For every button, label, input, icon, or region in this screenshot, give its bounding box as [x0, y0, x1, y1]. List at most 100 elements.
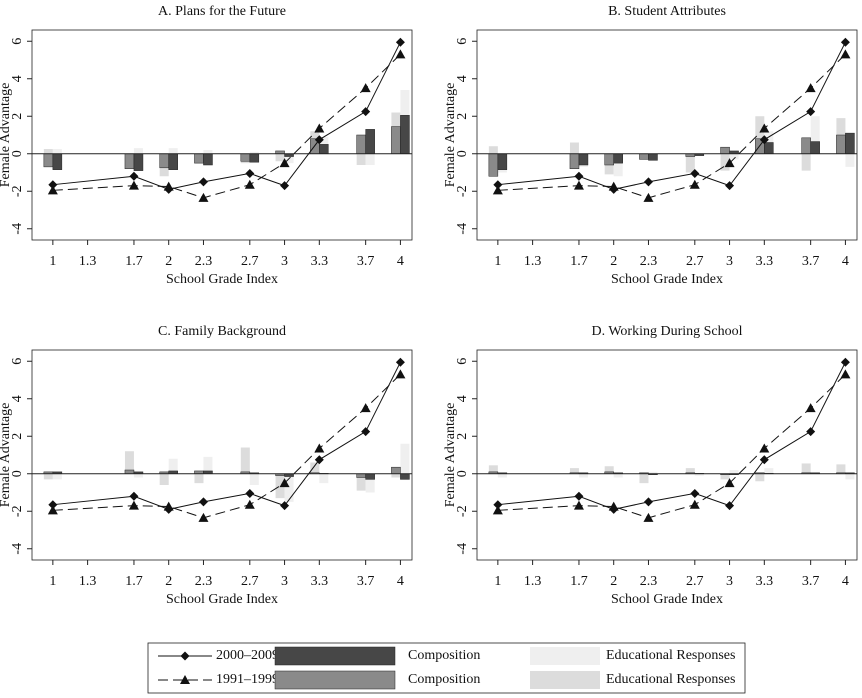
plot-frame [476, 349, 858, 561]
legend-label: Composition [408, 648, 480, 663]
x-tick-label: 1.3 [79, 574, 97, 589]
education-bar [365, 153, 375, 165]
education-bar [569, 468, 579, 474]
composition-bar [240, 153, 251, 162]
x-tick-label: 2.3 [195, 254, 213, 269]
x-tick-label: 4 [842, 574, 849, 589]
x-axis-label: School Grade Index [166, 592, 278, 607]
diamond-marker [48, 500, 58, 510]
diamond-marker [198, 177, 208, 187]
composition-bar [836, 134, 846, 154]
diamond-marker [180, 651, 190, 661]
line-series [497, 41, 846, 190]
diamond-marker [574, 171, 584, 181]
education-bar [497, 473, 507, 478]
y-tick-label: -2 [455, 505, 470, 517]
y-tick-label: 0 [455, 470, 470, 477]
diamond-marker [725, 181, 735, 191]
composition-bar [845, 132, 855, 154]
y-tick-label: 0 [10, 150, 25, 157]
y-axis-label: Female Advantage [443, 83, 458, 188]
triangle-marker [805, 403, 816, 413]
education-bar [755, 473, 765, 482]
panel-title: D. Working During School [591, 324, 742, 339]
y-tick-label: -4 [10, 543, 25, 555]
composition-bar [194, 153, 204, 164]
x-tick-label: 2 [610, 574, 617, 589]
education-bar [249, 151, 259, 154]
y-tick-label: 4 [10, 75, 25, 82]
x-tick-label: 1.7 [570, 254, 588, 269]
education-bar [685, 153, 695, 173]
education-bar [729, 153, 739, 160]
education-bar [648, 471, 658, 474]
y-tick-label: -2 [10, 185, 25, 197]
diamond-marker [361, 107, 371, 117]
composition-bar [810, 141, 820, 154]
education-bar [801, 463, 811, 474]
triangle-marker [198, 192, 209, 202]
diamond-marker [759, 455, 769, 465]
y-tick-label: -4 [455, 543, 470, 555]
composition-bar [604, 153, 614, 166]
triangle-marker [395, 369, 406, 379]
x-tick-label: 1 [494, 574, 501, 589]
education-bar [836, 464, 846, 474]
diamond-marker [840, 37, 850, 47]
x-tick-label: 1.7 [125, 254, 143, 269]
legend-box [147, 642, 746, 694]
triangle-marker [47, 505, 58, 515]
y-axis-label: Female Advantage [443, 403, 458, 508]
education-bar [168, 148, 178, 154]
triangle-marker [689, 499, 700, 509]
diamond-marker [395, 37, 405, 47]
y-tick-label: -2 [10, 505, 25, 517]
legend-swatch [530, 647, 600, 665]
diamond-marker [198, 497, 208, 507]
triangle-marker [724, 158, 735, 168]
diamond-marker [280, 501, 290, 511]
line-series [497, 361, 846, 510]
x-tick-label: 1.3 [524, 574, 542, 589]
composition-bar [319, 144, 329, 154]
x-tick-label: 3 [281, 574, 288, 589]
diamond-marker [314, 455, 324, 465]
triangle-marker [128, 180, 139, 190]
x-tick-label: 1.7 [125, 574, 143, 589]
education-bar [720, 473, 730, 480]
y-tick-label: 6 [455, 38, 470, 45]
x-axis-label: School Grade Index [611, 592, 723, 607]
education-bar [613, 473, 623, 478]
triangle-marker [724, 478, 735, 488]
x-tick-label: 2.7 [241, 254, 259, 269]
x-tick-label: 3.3 [311, 254, 329, 269]
composition-bar [578, 153, 589, 166]
education-bar [845, 153, 855, 167]
education-bar [124, 451, 134, 474]
y-tick-label: 2 [455, 433, 470, 440]
x-tick-label: 3.7 [802, 254, 820, 269]
x-tick-label: 1.3 [79, 254, 97, 269]
x-tick-label: 2.3 [640, 254, 658, 269]
x-tick-label: 3 [281, 254, 288, 269]
y-tick-label: -4 [10, 223, 25, 235]
education-bar [356, 473, 366, 491]
panel-title: B. Student Attributes [608, 4, 726, 19]
education-bar [764, 468, 774, 474]
education-bar [810, 116, 820, 154]
y-tick-label: 0 [455, 150, 470, 157]
education-bar [755, 116, 765, 154]
triangle-marker [759, 123, 770, 133]
composition-bar [648, 153, 658, 161]
y-tick-label: 4 [455, 395, 470, 402]
education-bar [240, 447, 250, 474]
legend-swatch [274, 646, 396, 666]
composition-bar [400, 115, 410, 154]
x-tick-label: 2.7 [686, 254, 704, 269]
diamond-marker [759, 135, 769, 145]
y-tick-label: 0 [10, 470, 25, 477]
legend-label: 2000–2009: [216, 648, 283, 663]
y-tick-label: 6 [10, 358, 25, 365]
